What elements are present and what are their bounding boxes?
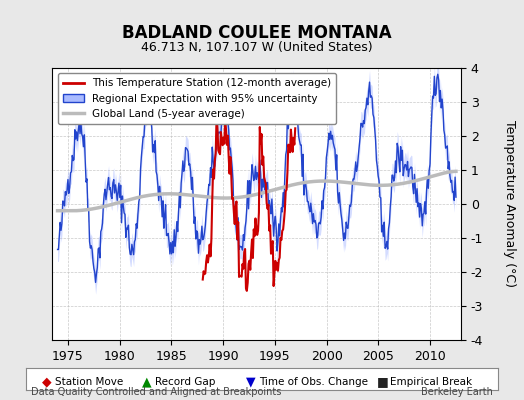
- Text: Empirical Break: Empirical Break: [390, 377, 473, 387]
- Text: ■: ■: [377, 376, 389, 388]
- Text: 46.713 N, 107.107 W (United States): 46.713 N, 107.107 W (United States): [141, 41, 373, 54]
- Text: Berkeley Earth: Berkeley Earth: [421, 387, 493, 397]
- Text: ▲: ▲: [141, 376, 151, 388]
- Legend: This Temperature Station (12-month average), Regional Expectation with 95% uncer: This Temperature Station (12-month avera…: [58, 73, 336, 124]
- Text: Data Quality Controlled and Aligned at Breakpoints: Data Quality Controlled and Aligned at B…: [31, 387, 282, 397]
- Text: ◆: ◆: [42, 376, 51, 388]
- Text: Time of Obs. Change: Time of Obs. Change: [259, 377, 368, 387]
- Y-axis label: Temperature Anomaly (°C): Temperature Anomaly (°C): [503, 120, 516, 288]
- Text: Station Move: Station Move: [55, 377, 123, 387]
- Text: BADLAND COULEE MONTANA: BADLAND COULEE MONTANA: [122, 24, 391, 42]
- Text: Record Gap: Record Gap: [155, 377, 215, 387]
- Text: ▼: ▼: [246, 376, 256, 388]
